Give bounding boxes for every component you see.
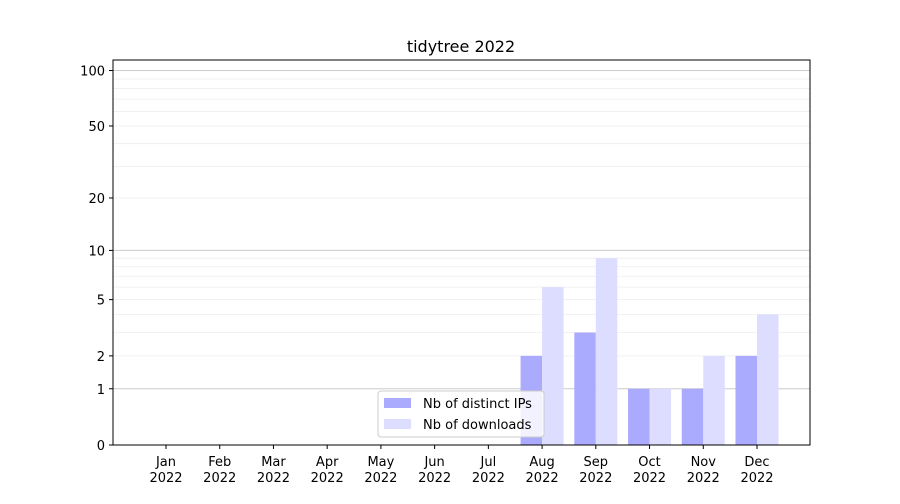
y-tick-label: 2 [97,350,105,365]
x-tick-label-line: Jul [480,455,497,470]
x-tick-label-line: Apr [316,455,339,470]
x-tick-label-line: 2022 [149,471,182,486]
x-tick-label-line: Oct [638,455,660,470]
bar-downloads [595,258,618,445]
bar-distinct-ips [628,388,650,445]
bar-distinct-ips [735,355,757,445]
x-tick-label-line: Nov [691,455,717,470]
x-tick-label: Oct 2022 [633,455,666,486]
x-tick-label: Sep 2022 [579,455,612,486]
x-tick-label-line: 2022 [418,471,451,486]
bar-downloads [757,314,779,445]
y-axis: 0 1 2 5 10 20 50 100 [80,65,113,454]
y-tick-label: 50 [88,120,105,135]
x-tick-label: Jun 2022 [418,455,451,486]
x-tick-label: Apr 2022 [311,455,344,486]
x-tick-label-line: 2022 [740,471,773,486]
legend: Nb of distinct IPs Nb of downloads [377,390,545,438]
x-tick-label-line: 2022 [203,471,236,486]
bars [520,258,779,445]
x-tick-label-line: Aug [529,455,554,470]
x-tick-label-line: May [367,455,394,470]
x-tick-label-line: 2022 [311,471,344,486]
x-tick-label-line: Jun [423,455,444,470]
x-tick-label: Mar 2022 [257,455,290,486]
x-tick-label: Aug 2022 [526,455,559,486]
x-tick-label-line: Feb [208,455,231,470]
x-tick-label-line: 2022 [633,471,666,486]
x-tick-label-line: Sep [584,455,609,470]
x-tick-label-line: 2022 [526,471,559,486]
legend-swatch [384,398,411,408]
x-tick-label-line: 2022 [687,471,720,486]
legend-label: Nb of downloads [423,418,532,433]
bar-distinct-ips [574,332,596,445]
grid [113,70,810,390]
bar-downloads [542,287,564,445]
x-tick-label-line: Jan [155,455,176,470]
bar-distinct-ips [681,388,704,445]
legend-label: Nb of distinct IPs [423,397,532,412]
x-tick-label: Nov 2022 [687,455,720,486]
y-tick-label: 20 [88,192,105,207]
y-tick-label: 10 [88,244,105,259]
x-tick-label-line: Dec [744,455,769,470]
x-tick-label-line: 2022 [579,471,612,486]
legend-swatch [384,419,411,429]
plot-frame [112,59,811,446]
y-tick-label: 100 [80,65,105,80]
bar-downloads [649,388,672,445]
y-tick-label: 1 [97,383,105,398]
x-tick-label: Dec 2022 [740,455,773,486]
x-tick-label-line: Mar [261,455,286,470]
x-tick-label-line: 2022 [364,471,397,486]
legend-box [377,390,545,438]
y-tick-label: 5 [97,294,105,309]
x-tick-label-line: 2022 [472,471,505,486]
x-tick-label: Jul 2022 [472,455,505,486]
x-tick-label: Jan 2022 [149,455,182,486]
bar-downloads [703,355,725,445]
chart-title: tidytree 2022 [407,37,515,56]
x-tick-label: Feb 2022 [203,455,236,486]
x-tick-label-line: 2022 [257,471,290,486]
y-tick-label: 0 [97,439,105,454]
x-tick-label: May 2022 [364,455,397,486]
